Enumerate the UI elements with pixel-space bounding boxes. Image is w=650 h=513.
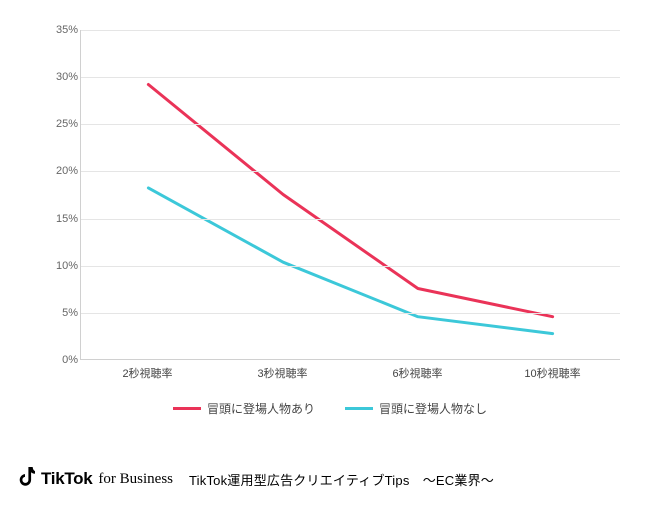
y-tick-label: 25% xyxy=(38,118,78,130)
series-line xyxy=(148,85,552,317)
y-tick-label: 5% xyxy=(38,307,78,319)
chart-container: 冒頭に登場人物あり 冒頭に登場人物なし 0% 5% 10% 15% 20% 25% 30% 35… xyxy=(30,20,630,440)
x-tick-label: 2秒視聴率 xyxy=(122,365,172,381)
subtitle: TikTok運用型広告クリエイティブTips 〜EC業界〜 xyxy=(189,470,494,489)
x-tick-label: 10秒視聴率 xyxy=(524,365,580,381)
x-tick-label: 6秒視聴率 xyxy=(392,365,442,381)
gridline xyxy=(81,313,620,314)
gridline xyxy=(81,266,620,267)
brand-name: TikTok xyxy=(41,469,92,489)
gridline xyxy=(81,171,620,172)
legend-swatch xyxy=(345,407,373,410)
legend-swatch xyxy=(173,407,201,410)
legend-label: 冒頭に登場人物なし xyxy=(379,400,487,417)
gridline xyxy=(81,219,620,220)
plot-area xyxy=(80,30,620,360)
y-tick-label: 0% xyxy=(38,354,78,366)
legend-item: 冒頭に登場人物あり xyxy=(173,400,315,417)
legend-label: 冒頭に登場人物あり xyxy=(207,400,315,417)
gridline xyxy=(81,30,620,31)
x-tick-label: 3秒視聴率 xyxy=(257,365,307,381)
series-line xyxy=(148,188,552,334)
gridline xyxy=(81,77,620,78)
y-tick-label: 35% xyxy=(38,24,78,36)
y-tick-label: 15% xyxy=(38,213,78,225)
gridline xyxy=(81,124,620,125)
y-tick-label: 20% xyxy=(38,165,78,177)
legend-item: 冒頭に登場人物なし xyxy=(345,400,487,417)
legend: 冒頭に登場人物あり 冒頭に登場人物なし xyxy=(30,400,630,417)
y-tick-label: 10% xyxy=(38,260,78,272)
footer: TikTok for Business TikTok運用型広告クリエイティブTi… xyxy=(18,467,494,491)
brand: TikTok for Business xyxy=(18,467,173,491)
tiktok-note-icon xyxy=(18,467,35,491)
chart-lines-svg xyxy=(81,30,620,359)
y-tick-label: 30% xyxy=(38,71,78,83)
brand-sub: for Business xyxy=(98,471,173,488)
